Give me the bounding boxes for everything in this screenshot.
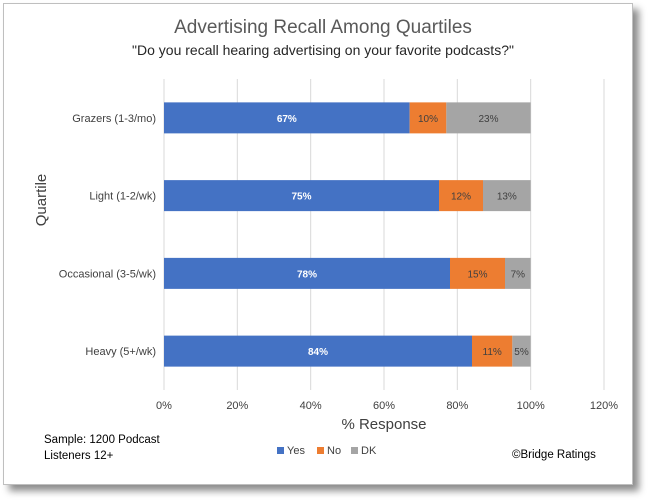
chart-frame: Advertising Recall Among Quartiles "Do y… xyxy=(3,3,633,485)
legend-swatch-yes xyxy=(277,447,284,454)
x-tick-label: 0% xyxy=(156,400,172,412)
x-tick-label: 100% xyxy=(517,400,545,412)
bar-segment-dk xyxy=(483,180,531,212)
category-label: Heavy (5+/wk) xyxy=(85,346,156,358)
data-label: 84% xyxy=(308,347,328,358)
data-label: 10% xyxy=(418,114,438,125)
bar-segment-dk xyxy=(505,257,531,289)
legend-label-no: No xyxy=(327,445,341,457)
bar-segment-dk xyxy=(446,102,531,134)
bars-layer xyxy=(164,102,531,367)
data-label: 75% xyxy=(291,192,311,203)
bar-segment-yes xyxy=(164,335,472,367)
chart-svg: Advertising Recall Among Quartiles "Do y… xyxy=(33,17,618,457)
x-tick-label: 20% xyxy=(226,400,248,412)
data-label: 13% xyxy=(497,192,517,203)
chart-subtitle: "Do you recall hearing advertising on yo… xyxy=(132,42,514,58)
y-axis-title: Quartile xyxy=(33,174,50,227)
legend: Yes No DK xyxy=(277,445,377,457)
bar-segment-yes xyxy=(164,102,410,134)
bar-segment-no xyxy=(450,257,505,289)
data-label: 67% xyxy=(277,114,297,125)
category-label: Occasional (3-5/wk) xyxy=(59,268,156,280)
x-tick-label: 40% xyxy=(300,400,322,412)
bar-segment-no xyxy=(409,102,447,134)
legend-swatch-no xyxy=(317,447,324,454)
data-label: 7% xyxy=(511,269,526,280)
x-tick-label: 80% xyxy=(446,400,468,412)
legend-label-yes: Yes xyxy=(287,445,305,457)
bar-segment-no xyxy=(439,180,483,212)
legend-swatch-dk xyxy=(351,447,358,454)
category-label: Light (1-2/wk) xyxy=(89,191,156,203)
data-label: 12% xyxy=(451,192,471,203)
data-label: 5% xyxy=(514,347,529,358)
x-axis-title: % Response xyxy=(341,416,426,433)
credit-note: ©Bridge Ratings xyxy=(512,449,596,461)
x-tick-label: 60% xyxy=(373,400,395,412)
labels-layer: 0% 20% 40% 60% 80% 100% 120% Grazers (1-3/mo) 67… xyxy=(59,113,618,412)
bar-segment-yes xyxy=(164,180,439,212)
bar-segment-no xyxy=(472,335,513,367)
bar-segment-dk xyxy=(512,335,531,367)
x-tick-label: 120% xyxy=(590,400,618,412)
category-label: Grazers (1-3/mo) xyxy=(72,113,156,125)
sample-note: Sample: 1200 Podcast Listeners 12+ xyxy=(44,434,160,462)
data-label: 11% xyxy=(483,347,502,358)
chart-title: Advertising Recall Among Quartiles xyxy=(174,17,472,38)
data-label: 78% xyxy=(297,269,317,280)
data-label: 15% xyxy=(467,269,487,280)
bar-segment-yes xyxy=(164,257,450,289)
legend-label-dk: DK xyxy=(361,445,377,457)
data-label: 23% xyxy=(478,114,498,125)
